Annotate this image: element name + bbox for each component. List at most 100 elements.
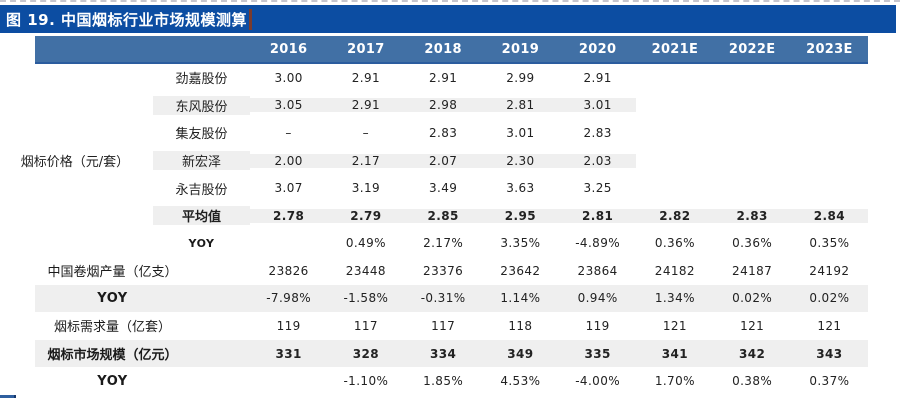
- cell: 117: [353, 318, 378, 333]
- row-label: YOY: [97, 290, 128, 306]
- column-header-2018: 2018: [424, 41, 462, 57]
- cell: 2.91: [327, 98, 405, 113]
- row-label: 新宏泽: [153, 151, 250, 171]
- row-label: 东风股份: [153, 95, 250, 115]
- row-label: 烟标需求量（亿套）: [53, 320, 171, 336]
- cell: 2.95: [481, 208, 559, 223]
- cell: 3.35%: [500, 236, 541, 251]
- cell: 3.05: [250, 98, 328, 113]
- cell: 0.36%: [732, 236, 773, 251]
- cell: -4.00%: [575, 374, 621, 389]
- cell: 2.85: [404, 208, 482, 223]
- cell: 119: [585, 318, 610, 333]
- cell: 1.85%: [423, 374, 464, 389]
- cell: 23376: [423, 263, 464, 278]
- cell: -7.98%: [266, 291, 312, 306]
- cell: –: [285, 125, 292, 140]
- row-label: 烟标市场规模（亿元）: [47, 348, 178, 364]
- cell: 2.81: [559, 208, 637, 223]
- cell: 2.79: [327, 208, 405, 223]
- cell: 4.53%: [500, 374, 541, 389]
- cell: 23642: [500, 263, 541, 278]
- cell: 2.81: [481, 98, 559, 113]
- cell: 0.49%: [345, 236, 386, 251]
- table-row-jiyou-gufen: 集友股份 – – 2.83 3.01 2.83: [35, 119, 868, 147]
- cell: 2.83: [583, 125, 612, 140]
- cell: 2.98: [404, 98, 482, 113]
- cell: 328: [352, 346, 379, 361]
- figure-title-bar: 图 19. 中国烟标行业市场规模测算: [0, 5, 896, 33]
- cell: 1.34%: [654, 291, 695, 306]
- cell: 3.01: [559, 98, 637, 113]
- cell: 0.02%: [809, 291, 850, 306]
- cell: 3.19: [351, 181, 381, 196]
- cell: 118: [508, 318, 533, 333]
- cell: 3.49: [428, 181, 458, 196]
- column-header-2020: 2020: [578, 41, 617, 57]
- cell: 0.94%: [577, 291, 618, 306]
- cell: 2.82: [636, 208, 714, 223]
- cell: 2.99: [506, 70, 535, 85]
- cell: 2.91: [351, 70, 381, 85]
- cell: 2.17: [327, 153, 405, 168]
- cell: 349: [507, 346, 534, 361]
- cell: 1.14%: [500, 291, 541, 306]
- table-header-row: 2016 2017 2018 2019 2020 2021E 2022E 202…: [35, 36, 868, 64]
- column-header-2021e: 2021E: [651, 41, 699, 57]
- cell: 1.70%: [654, 374, 695, 389]
- row-label: 中国卷烟产量（亿支）: [47, 265, 178, 281]
- column-header-2016: 2016: [269, 41, 308, 57]
- cell: 0.36%: [654, 236, 695, 251]
- cell: 3.25: [583, 181, 612, 196]
- cell: 342: [739, 346, 766, 361]
- cell: 2.83: [428, 125, 458, 140]
- column-header-2023e: 2023E: [806, 41, 853, 57]
- cell: 23826: [268, 263, 309, 278]
- table-row-output-yoy: YOY -7.98% -1.58% -0.31% 1.14% 0.94% 1.3…: [35, 284, 868, 313]
- cell: 2.30: [481, 153, 559, 168]
- table-row-jinjia-gufen: 劲嘉股份 3.00 2.91 2.91 2.99 2.91: [35, 64, 868, 92]
- cell: 2.84: [790, 208, 868, 223]
- cell: 2.91: [583, 70, 612, 85]
- cell: 117: [431, 318, 456, 333]
- cell: 3.63: [506, 181, 535, 196]
- cell: -1.10%: [343, 374, 389, 389]
- row-label: 劲嘉股份: [175, 72, 228, 88]
- cell: 2.83: [713, 208, 791, 223]
- cell: 334: [430, 346, 457, 361]
- cell: 0.37%: [809, 374, 850, 389]
- row-label: 平均值: [153, 206, 250, 226]
- figure-title[interactable]: 图 19. 中国烟标行业市场规模测算: [6, 10, 248, 29]
- column-header-2019: 2019: [501, 41, 540, 57]
- cell: 3.00: [274, 70, 303, 85]
- table-body: 劲嘉股份 3.00 2.91 2.91 2.99 2.91 东风股份 3.05 …: [21, 64, 868, 395]
- cell: 24192: [809, 263, 850, 278]
- cell: 0.35%: [809, 236, 850, 251]
- table-row-market-yoy: YOY -1.10% 1.85% 4.53% -4.00% 1.70% 0.38…: [35, 367, 868, 395]
- cell: -4.89%: [575, 236, 621, 251]
- page-top-divider: [0, 0, 900, 2]
- cell: 24182: [654, 263, 695, 278]
- row-label: 集友股份: [175, 127, 228, 143]
- cell: 2.17%: [423, 236, 464, 251]
- row-group-label-price: 烟标价格（元/套）: [20, 155, 130, 170]
- cell: 3.01: [506, 125, 535, 140]
- cell: 23448: [345, 263, 386, 278]
- table-row-label-demand: 烟标需求量（亿套） 119 117 117 118 119 121 121 12…: [35, 312, 868, 340]
- cell: 341: [661, 346, 688, 361]
- column-header-2022e: 2022E: [728, 41, 776, 57]
- table-row-cigarette-output: 中国卷烟产量（亿支） 23826 23448 23376 23642 23864…: [35, 257, 868, 285]
- cell: 335: [584, 346, 611, 361]
- cell: 121: [740, 318, 765, 333]
- text-cursor-icon: [249, 8, 253, 30]
- cell: -1.58%: [343, 291, 389, 306]
- cell: 331: [275, 346, 302, 361]
- cell: 2.03: [559, 153, 637, 168]
- cell: 121: [662, 318, 687, 333]
- cell: 23864: [577, 263, 618, 278]
- cell: 24187: [732, 263, 773, 278]
- cell: -0.31%: [420, 291, 466, 306]
- table-row-market-size: 烟标市场规模（亿元） 331 328 334 349 335 341 342 3…: [35, 339, 868, 368]
- table-row-xinhongze: 新宏泽 2.00 2.17 2.07 2.30 2.03: [35, 147, 868, 175]
